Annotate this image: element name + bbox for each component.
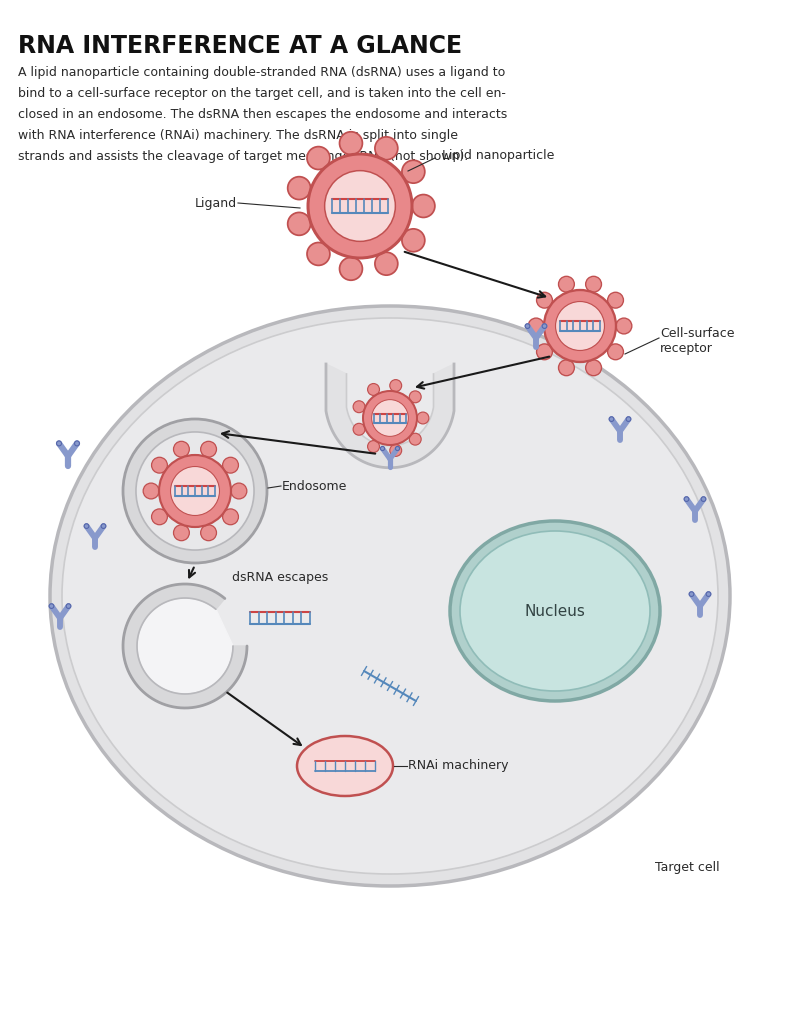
Circle shape [136, 432, 254, 550]
Circle shape [363, 391, 417, 445]
Ellipse shape [297, 736, 393, 796]
Circle shape [558, 360, 574, 376]
Circle shape [689, 592, 694, 596]
Circle shape [201, 441, 217, 458]
Circle shape [367, 440, 379, 452]
Circle shape [288, 212, 310, 235]
Circle shape [537, 344, 552, 360]
Circle shape [123, 419, 267, 563]
Circle shape [325, 170, 395, 241]
Circle shape [174, 441, 190, 458]
Circle shape [525, 324, 530, 328]
Text: Ligand: Ligand [195, 197, 237, 209]
Circle shape [74, 441, 79, 446]
Circle shape [339, 258, 362, 280]
Circle shape [402, 229, 425, 251]
Circle shape [367, 384, 379, 395]
Circle shape [201, 525, 217, 541]
Circle shape [608, 292, 623, 308]
Circle shape [555, 302, 605, 351]
Circle shape [542, 324, 547, 328]
Circle shape [402, 160, 425, 184]
Circle shape [288, 176, 310, 200]
Circle shape [395, 446, 399, 450]
Circle shape [339, 131, 362, 155]
Circle shape [57, 441, 62, 446]
Circle shape [608, 344, 623, 360]
Circle shape [381, 446, 385, 450]
Circle shape [528, 318, 544, 333]
Text: strands and assists the cleavage of target messenger RNA (not shown).: strands and assists the cleavage of targ… [18, 150, 468, 163]
Circle shape [101, 523, 106, 528]
Circle shape [159, 455, 231, 527]
Ellipse shape [50, 306, 730, 886]
Circle shape [151, 509, 167, 524]
Circle shape [307, 242, 330, 266]
Circle shape [410, 391, 421, 403]
Circle shape [616, 318, 632, 333]
Text: dsRNA escapes: dsRNA escapes [232, 571, 328, 585]
Ellipse shape [450, 521, 660, 701]
Polygon shape [346, 374, 434, 445]
Circle shape [390, 380, 402, 392]
Circle shape [537, 292, 552, 308]
Circle shape [49, 603, 54, 608]
Circle shape [84, 523, 89, 528]
Circle shape [308, 154, 412, 258]
Circle shape [375, 252, 398, 275]
Polygon shape [326, 364, 454, 468]
Circle shape [231, 483, 247, 499]
Text: Lipid nanoparticle: Lipid nanoparticle [442, 150, 554, 162]
Text: Nucleus: Nucleus [525, 603, 586, 619]
Circle shape [626, 417, 631, 422]
Text: bind to a cell-surface receptor on the target cell, and is taken into the cell e: bind to a cell-surface receptor on the t… [18, 87, 506, 100]
Text: RNAi machinery: RNAi machinery [408, 759, 509, 773]
Text: Endosome: Endosome [282, 479, 347, 492]
Circle shape [558, 276, 574, 292]
Text: with RNA interference (RNAi) machinery. The dsRNA is split into single: with RNA interference (RNAi) machinery. … [18, 129, 458, 142]
Text: RNA INTERFERENCE AT A GLANCE: RNA INTERFERENCE AT A GLANCE [18, 34, 462, 58]
Circle shape [586, 360, 602, 376]
Text: closed in an endosome. The dsRNA then escapes the endosome and interacts: closed in an endosome. The dsRNA then es… [18, 108, 507, 121]
Ellipse shape [62, 318, 718, 874]
Circle shape [170, 467, 219, 515]
Circle shape [151, 458, 167, 473]
Circle shape [66, 603, 71, 608]
Circle shape [307, 147, 330, 169]
Circle shape [353, 424, 365, 435]
Circle shape [410, 433, 421, 445]
Text: Cell-surface
receptor: Cell-surface receptor [660, 327, 734, 355]
Circle shape [372, 400, 408, 436]
Ellipse shape [460, 531, 650, 690]
Circle shape [390, 444, 402, 457]
Circle shape [417, 412, 429, 424]
Circle shape [143, 483, 159, 499]
Circle shape [544, 290, 616, 362]
Circle shape [222, 458, 238, 473]
Circle shape [222, 509, 238, 524]
Circle shape [609, 417, 614, 422]
Circle shape [706, 592, 711, 596]
Circle shape [586, 276, 602, 292]
Text: A lipid nanoparticle containing double-stranded RNA (dsRNA) uses a ligand to: A lipid nanoparticle containing double-s… [18, 66, 506, 79]
Circle shape [701, 497, 706, 502]
Circle shape [412, 195, 435, 218]
Circle shape [684, 497, 689, 502]
Circle shape [174, 525, 190, 541]
Polygon shape [123, 584, 247, 708]
Circle shape [353, 401, 365, 412]
Text: Target cell: Target cell [655, 862, 720, 874]
Polygon shape [137, 598, 233, 694]
Circle shape [375, 136, 398, 160]
